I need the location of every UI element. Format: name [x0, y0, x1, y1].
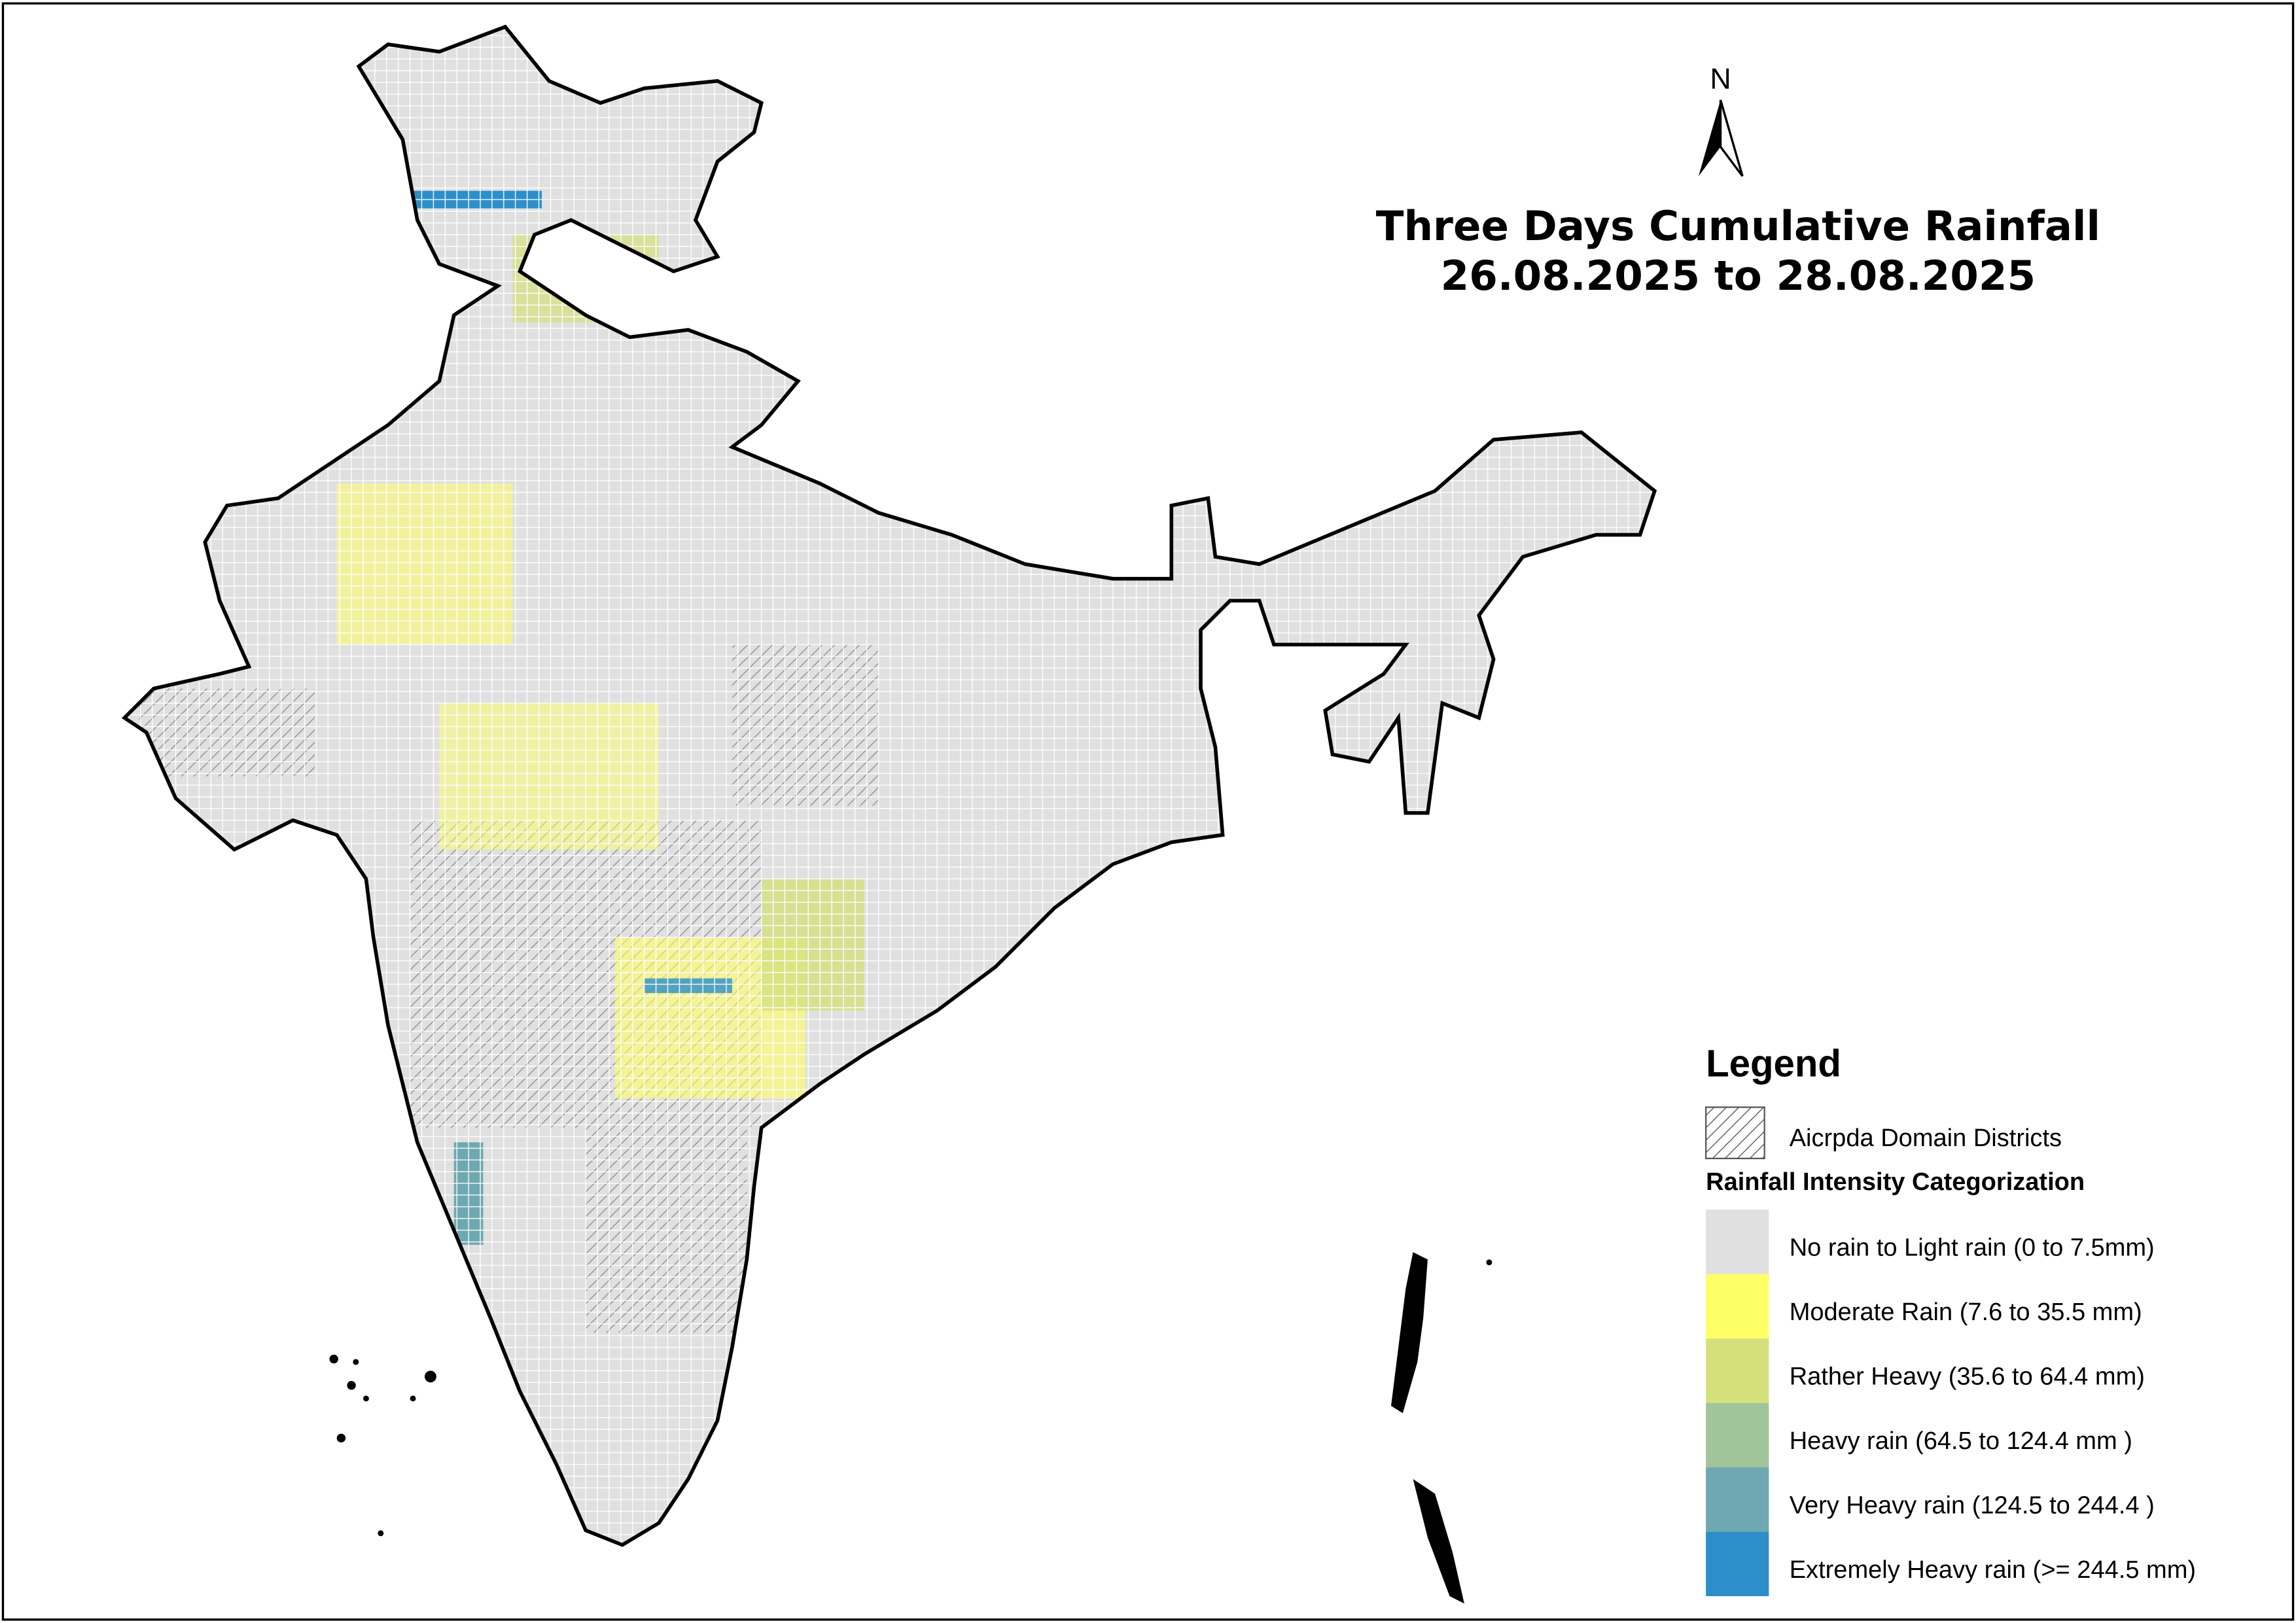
north-arrow: N	[1698, 63, 1744, 177]
legend-swatch	[1706, 1274, 1769, 1339]
legend-label: Extremely Heavy rain (>= 244.5 mm)	[1790, 1556, 2196, 1584]
legend-label: Very Heavy rain (124.5 to 244.4 )	[1790, 1492, 2155, 1520]
legend-swatch	[1706, 1531, 1769, 1597]
hatch-swatch	[1705, 1106, 1765, 1159]
legend-label: Rather Heavy (35.6 to 64.4 mm)	[1790, 1363, 2145, 1391]
north-label: N	[1710, 63, 1731, 96]
legend-title: Legend	[1706, 1042, 1841, 1085]
legend-swatch	[1706, 1210, 1769, 1274]
legend-label: Heavy rain (64.5 to 124.4 mm )	[1790, 1427, 2132, 1455]
map-title: Three Days Cumulative Rainfall	[1376, 202, 2100, 250]
legend-subtitle: Rainfall Intensity Categorization	[1706, 1168, 2085, 1196]
legend-label: No rain to Light rain (0 to 7.5mm)	[1790, 1234, 2155, 1262]
legend-label: Moderate Rain (7.6 to 35.5 mm)	[1790, 1299, 2142, 1326]
legend-swatch	[1706, 1403, 1769, 1468]
hatch-label: Aicrpda Domain Districts	[1790, 1125, 2062, 1152]
islands	[329, 1252, 1492, 1604]
legend-swatch	[1706, 1338, 1769, 1403]
legend-swatch	[1706, 1467, 1769, 1532]
legend: Legend Aicrpda Domain Districts Rainfall…	[1705, 1042, 2196, 1597]
map-subtitle: 26.08.2025 to 28.08.2025	[1441, 252, 2036, 300]
